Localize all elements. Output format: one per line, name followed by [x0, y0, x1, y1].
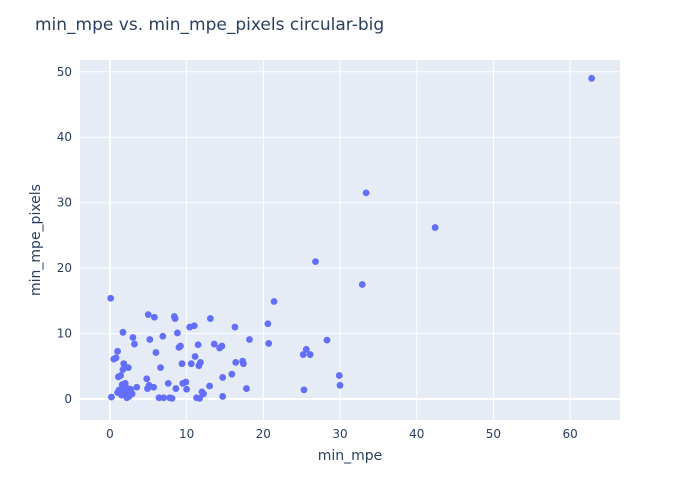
data-point [107, 294, 115, 302]
data-point [146, 336, 154, 343]
data-point [164, 379, 172, 387]
data-point [160, 394, 168, 402]
data-point [171, 315, 179, 322]
data-point [219, 374, 227, 381]
x-tick-label: 60 [563, 427, 578, 441]
data-point [114, 347, 121, 355]
data-point [336, 381, 344, 389]
data-point [210, 340, 218, 348]
data-point [197, 359, 204, 366]
data-point [206, 382, 214, 390]
data-point [306, 351, 314, 358]
data-point [302, 345, 310, 353]
data-point [194, 341, 202, 349]
data-point [151, 313, 158, 321]
y-tick-label: 30 [57, 196, 72, 210]
data-point [239, 360, 247, 368]
y-tick-label: 20 [57, 261, 72, 275]
data-point [270, 298, 278, 305]
y-tick-label: 0 [64, 392, 72, 406]
data-point [178, 360, 186, 368]
data-point [431, 224, 439, 231]
data-point [177, 342, 184, 350]
data-point [128, 390, 136, 398]
data-point [312, 258, 319, 265]
data-point [264, 320, 272, 328]
data-point [159, 332, 167, 340]
data-point [200, 390, 207, 398]
chart-title: min_mpe vs. min_mpe_pixels circular-big [35, 15, 384, 35]
data-point [108, 393, 115, 401]
data-point [119, 366, 127, 373]
x-tick-label: 0 [106, 427, 114, 441]
data-point [131, 340, 138, 348]
x-tick-label: 40 [409, 427, 424, 441]
data-point [157, 364, 164, 372]
data-point [231, 323, 239, 331]
data-point [265, 340, 273, 347]
x-tick-label: 20 [256, 427, 271, 441]
y-tick-label: 50 [57, 65, 72, 79]
data-point [218, 342, 226, 350]
data-point [588, 74, 596, 82]
data-point [182, 378, 190, 386]
data-point [168, 395, 176, 402]
data-point [172, 385, 180, 392]
y-axis-title: min_mpe_pixels [28, 184, 44, 296]
data-point [300, 386, 308, 394]
data-point [115, 386, 123, 394]
data-point [187, 360, 195, 368]
y-tick-label: 10 [57, 327, 72, 341]
data-point [121, 379, 129, 387]
data-point [144, 311, 152, 319]
data-point [112, 354, 120, 362]
data-point [323, 336, 331, 344]
data-point [299, 351, 307, 358]
data-point [232, 359, 240, 366]
x-axis-ticks: 0 10 20 30 40 50 60 [106, 427, 578, 441]
plot-area [80, 60, 620, 420]
data-point [196, 395, 204, 402]
data-points [107, 74, 596, 402]
y-tick-label: 40 [57, 130, 72, 144]
data-point [183, 385, 191, 393]
data-point [206, 315, 214, 322]
data-point [117, 372, 125, 379]
data-point [246, 336, 253, 343]
x-tick-label: 30 [332, 427, 347, 441]
data-point [335, 372, 343, 379]
data-point [219, 393, 227, 400]
data-point [174, 329, 181, 337]
data-point [243, 385, 250, 392]
data-point [191, 353, 199, 360]
data-point [362, 189, 370, 197]
data-point [129, 334, 137, 341]
data-point [143, 375, 151, 383]
x-axis-title: min_mpe [318, 448, 383, 464]
y-axis-ticks: 0 10 20 30 40 50 [57, 65, 72, 406]
x-tick-label: 10 [179, 427, 194, 441]
x-tick-label: 50 [486, 427, 501, 441]
data-point [124, 364, 132, 372]
data-point [133, 383, 141, 391]
data-point [150, 383, 158, 391]
data-point [190, 322, 198, 330]
data-point [120, 360, 128, 368]
data-point [152, 349, 160, 356]
data-point [119, 328, 127, 336]
data-point [228, 370, 236, 378]
data-point [358, 281, 366, 288]
